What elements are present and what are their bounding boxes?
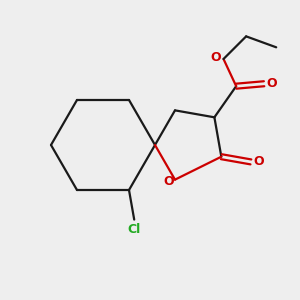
Text: O: O — [210, 52, 221, 64]
Text: Cl: Cl — [128, 223, 141, 236]
Text: O: O — [254, 155, 264, 168]
Text: O: O — [164, 175, 174, 188]
Text: O: O — [267, 77, 278, 90]
